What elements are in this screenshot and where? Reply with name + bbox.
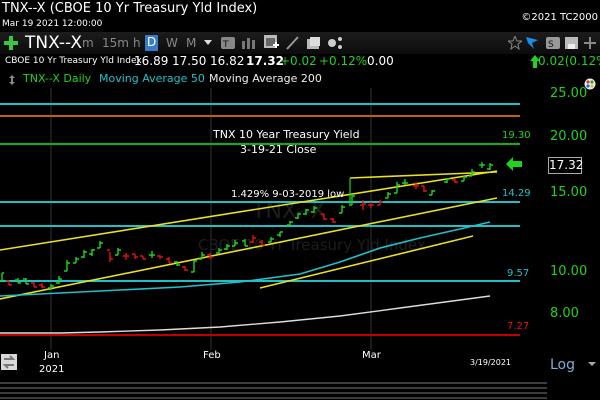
folder-icon[interactable]: [307, 37, 321, 49]
timeframe-daily[interactable]: D: [145, 35, 159, 51]
y-tick-25: 25.00: [550, 86, 588, 101]
x-tick-year: 2021: [39, 364, 65, 375]
up-arrow-icon: [530, 55, 540, 68]
low-note-annotation: 1.429% 9-03-2019 low: [231, 189, 345, 200]
timeframe-15m[interactable]: 15m: [102, 36, 129, 50]
copyright: ©2021 TC2000: [521, 12, 598, 23]
x-tick-mar: Mar: [362, 350, 381, 361]
calendar-add-icon[interactable]: [264, 35, 280, 51]
timeframe-weekly[interactable]: W: [166, 36, 178, 50]
level-label-1429: 14.29: [502, 188, 531, 199]
scroll-handle[interactable]: [0, 382, 547, 400]
star-icon[interactable]: [508, 36, 522, 50]
flag-icon[interactable]: [526, 37, 540, 49]
svg-text:S: S: [548, 40, 554, 49]
chart-type-icon[interactable]: T: [221, 37, 239, 49]
svg-text:T: T: [222, 40, 229, 49]
share-icon[interactable]: [328, 37, 344, 49]
x-tick-jan: Jan: [44, 350, 60, 361]
y-tick-10: 10.00: [550, 264, 588, 279]
indicators-icon[interactable]: [242, 37, 256, 49]
chart-title-annotation: TNX 10 Year Treasury Yield: [213, 128, 360, 141]
add-symbol-icon[interactable]: [4, 36, 18, 50]
open-value: 16.89: [134, 54, 169, 68]
low-value: 16.82: [210, 54, 245, 68]
legend-series[interactable]: TNX--X Daily: [23, 72, 92, 85]
legend-ma50[interactable]: Moving Average 50: [99, 72, 205, 85]
volume-value: 0.00: [367, 54, 394, 68]
swap-scroll-icon[interactable]: [1, 354, 17, 370]
legend-ma200[interactable]: Moving Average 200: [209, 72, 322, 85]
quote-row: CBOE 10 Yr Treasury Yld Index 16.89 17.5…: [0, 54, 600, 70]
security-name: CBOE 10 Yr Treasury Yld Index: [5, 56, 142, 66]
y-tick-20: 20.00: [550, 129, 588, 144]
pencil-icon[interactable]: [286, 36, 300, 50]
toolbar: TNX--X m 15m h D W M T S: [0, 32, 600, 54]
high-value: 17.50: [172, 54, 207, 68]
reorder-icon[interactable]: [9, 75, 15, 85]
current-price-box: 17.32: [548, 157, 584, 174]
symbol-input[interactable]: TNX--X: [25, 33, 82, 53]
current-price-arrow-icon: [506, 157, 522, 171]
title-bar: TNX--X (CBOE 10 Yr Treasury Yld Index) M…: [0, 0, 600, 32]
timeframe-monthly[interactable]: M: [186, 36, 197, 50]
log-scale-toggle[interactable]: Log: [550, 357, 576, 373]
scale-dropdown-icon[interactable]: [588, 362, 596, 366]
scan-icon[interactable]: S: [546, 37, 562, 49]
svg-text:CBOE 10 Yr Treasury Yld Index: CBOE 10 Yr Treasury Yld Index: [198, 236, 426, 254]
timeframe-hour[interactable]: h: [133, 36, 141, 50]
chart-date-annotation: 3-19-21 Close: [240, 143, 317, 156]
price-chart[interactable]: TNX--X CBOE 10 Yr Treasury Yld Index: [0, 88, 520, 350]
x-end-date: 3/19/2021: [470, 358, 512, 367]
x-tick-feb: Feb: [203, 350, 221, 361]
timeframe-dropdown-icon[interactable]: [204, 40, 212, 46]
timeframe-minute[interactable]: m: [82, 36, 94, 50]
datetime-stamp: Mar 19 2021 12:00:00: [2, 19, 103, 29]
move-icon[interactable]: [584, 37, 598, 49]
window-title: TNX--X (CBOE 10 Yr Treasury Yld Index): [2, 1, 258, 16]
y-tick-8: 8.00: [550, 306, 579, 321]
color-palette-icon[interactable]: [584, 78, 596, 90]
save-icon[interactable]: [565, 37, 579, 49]
close-value: 17.32: [246, 54, 284, 68]
change-value: +0.02: [280, 54, 317, 68]
y-tick-15: 15.00: [550, 185, 588, 200]
change-percent: +0.12%: [319, 54, 368, 68]
level-label-957: 9.57: [507, 268, 530, 279]
level-label-727: 7.27: [507, 321, 530, 332]
level-label-1930: 19.30: [502, 130, 531, 141]
right-change: 0.02(0.12%): [538, 54, 600, 68]
